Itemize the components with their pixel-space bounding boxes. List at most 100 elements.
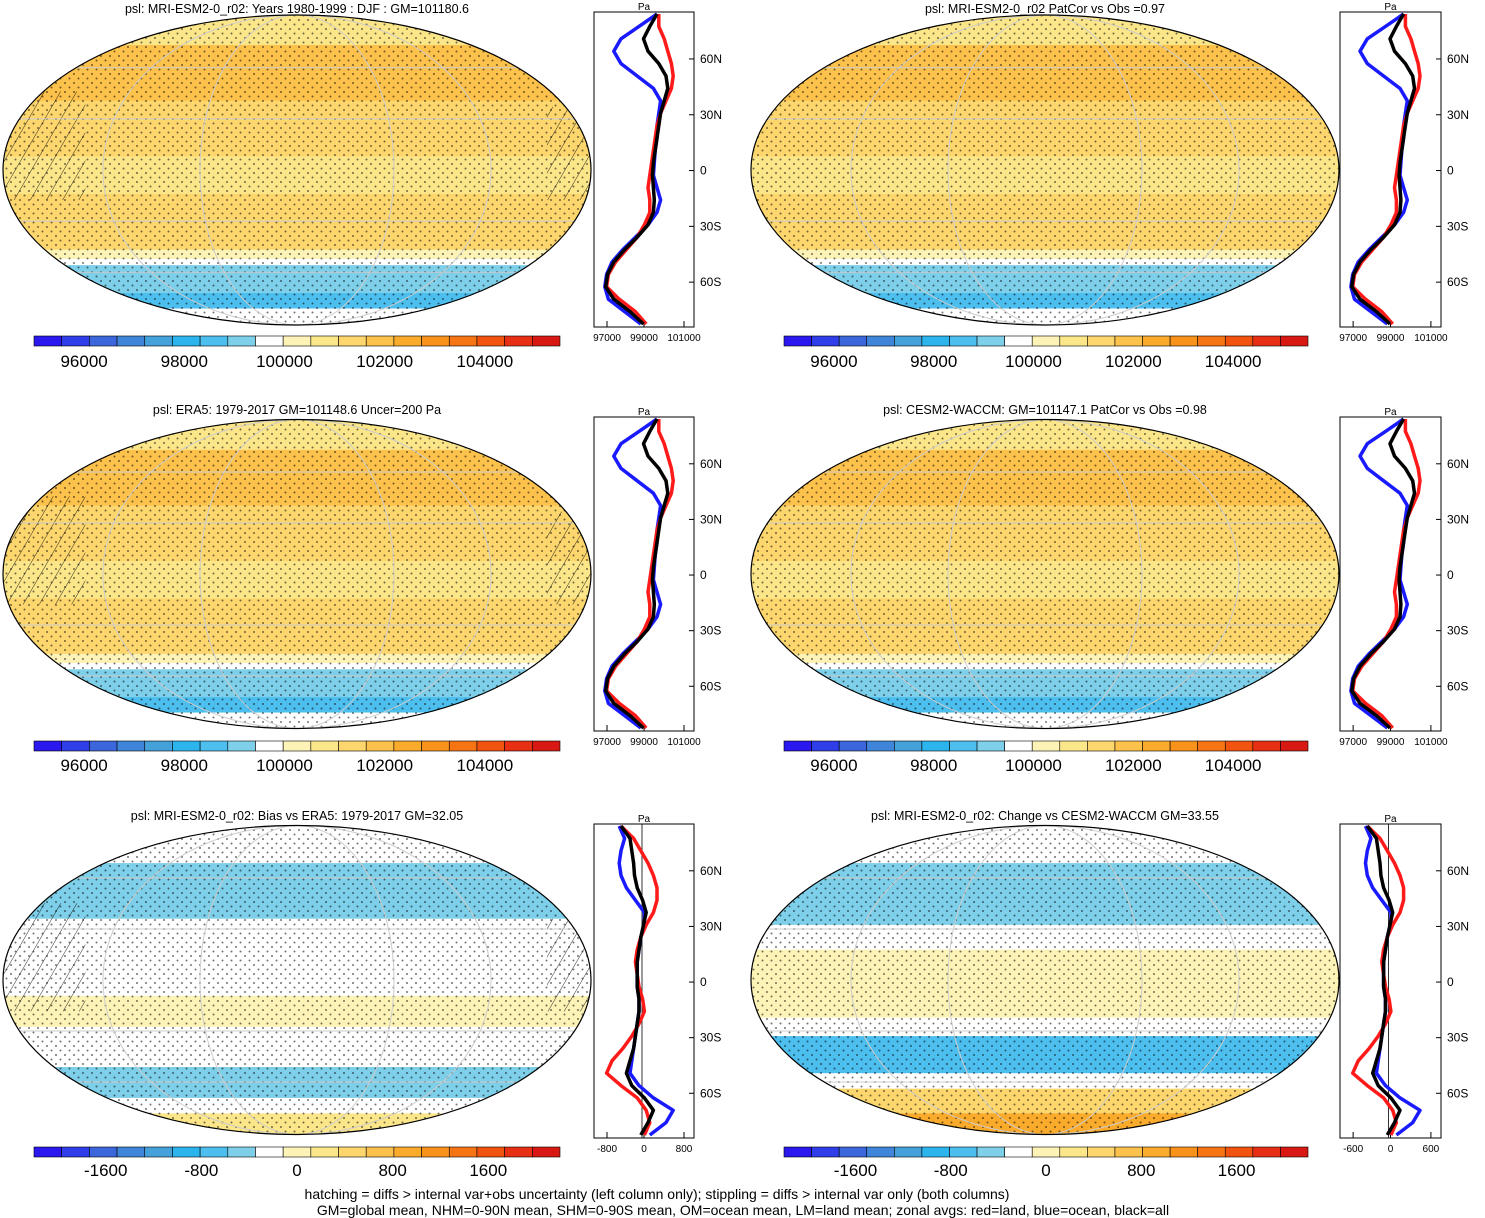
colorbar-swatch — [894, 1146, 923, 1158]
map-hatching — [546, 511, 591, 605]
colorbar-swatch — [894, 740, 923, 752]
lat-tick-label: 60N — [700, 52, 722, 66]
colorbar-swatch — [310, 1146, 339, 1158]
colorbar-tick-label: 102000 — [356, 352, 413, 371]
panel-title: psl: MRI-ESM2-0_r02: Change vs CESM2-WAC… — [871, 809, 1219, 823]
colorbar-swatch — [1087, 335, 1116, 347]
zonal-profile: Pa 60N 30N 0 30S 60S 97000 99000 101000 — [593, 407, 722, 748]
map-hatching — [546, 918, 591, 1012]
colorbar-swatch — [310, 335, 339, 347]
colorbar-swatch — [976, 740, 1005, 752]
colorbar-swatch — [199, 1146, 229, 1158]
lat-tick-label: 60S — [1447, 275, 1468, 289]
zonal-line-undefined — [619, 824, 656, 1136]
colorbar-tick-label: -1600 — [834, 1161, 877, 1180]
panel-obs-era5: psl: ERA5: 1979-2017 GM=101148.6 Uncer=2… — [2, 403, 722, 775]
colorbar-swatch — [1031, 335, 1061, 347]
lat-tick-label: 0 — [1447, 975, 1454, 989]
colorbar-swatch — [476, 740, 505, 752]
panel-change: psl: MRI-ESM2-0_r02: Change vs CESM2-WAC… — [750, 809, 1469, 1180]
colorbar-swatch — [1059, 740, 1088, 752]
colorbar-swatch — [282, 740, 312, 752]
lat-tick-label: 30N — [700, 108, 722, 122]
colorbar-swatch — [116, 740, 146, 752]
colorbar: 96000 98000 100000 102000 104000 — [33, 740, 561, 775]
colorbar-swatch — [476, 335, 505, 347]
map-meridian — [199, 825, 395, 1135]
colorbar-swatch — [1252, 740, 1281, 752]
zonal-profile: Pa 60N 30N 0 30S 60S 97000 99000 101000 — [1339, 407, 1469, 748]
map-meridian — [199, 15, 395, 325]
map-meridian — [102, 825, 492, 1135]
lat-tick-label: 60N — [1447, 864, 1469, 878]
colorbar-swatch — [1031, 740, 1061, 752]
colorbar-swatch — [144, 740, 173, 752]
colorbar-swatch — [504, 1146, 533, 1158]
zonal-line-undefined — [1350, 824, 1406, 1136]
zonal-x-label: 101000 — [667, 737, 701, 748]
colorbar-swatch — [1114, 1146, 1143, 1158]
colorbar-swatch — [1087, 1146, 1116, 1158]
map-meridian — [199, 419, 395, 729]
lat-tick-label: 60N — [700, 457, 722, 471]
colorbar-swatch — [1142, 740, 1171, 752]
colorbar-swatch — [783, 740, 812, 752]
colorbar-swatch — [866, 740, 895, 752]
map-stippling — [3, 825, 591, 1135]
map-hatching — [3, 91, 86, 200]
lat-tick-label: 0 — [700, 975, 707, 989]
lat-tick-label: 30S — [1447, 1031, 1468, 1045]
lat-tick-label: 30S — [1447, 219, 1468, 233]
colorbar-tick-label: 104000 — [456, 756, 513, 775]
colorbar-swatch — [949, 1146, 978, 1158]
colorbar-swatch — [783, 335, 812, 347]
colorbar-tick-label: 1600 — [1218, 1161, 1256, 1180]
colorbar: 96000 98000 100000 102000 104000 — [783, 335, 1309, 371]
panel-title: psl: MRI-ESM2-0_r02: Bias vs ERA5: 1979-… — [131, 809, 463, 823]
colorbar-swatch — [393, 335, 422, 347]
zonal-x-label: 600 — [1423, 1144, 1440, 1155]
zonal-line-undefined — [604, 824, 659, 1136]
colorbar-tick-label: 1600 — [469, 1161, 507, 1180]
colorbar-swatch — [393, 740, 422, 752]
panel-model-patcor: psl: MRI-ESM2-0_r02 PatCor vs Obs =0.97 P… — [750, 2, 1469, 371]
colorbar-swatch — [1252, 335, 1281, 347]
colorbar-swatch — [1224, 1146, 1254, 1158]
colorbar-tick-label: 104000 — [456, 352, 513, 371]
lat-tick-label: 0 — [1447, 568, 1454, 582]
colorbar-tick-label: 98000 — [161, 352, 208, 371]
lat-tick-label: 60N — [1447, 52, 1469, 66]
zonal-x-label: 101000 — [1414, 737, 1448, 748]
colorbar-tick-label: 800 — [1127, 1161, 1155, 1180]
lat-tick-label: 30N — [1447, 919, 1469, 933]
lat-tick-label: 60S — [1447, 679, 1468, 693]
colorbar-swatch — [838, 335, 868, 347]
colorbar-swatch — [255, 1146, 284, 1158]
colorbar-swatch — [921, 1146, 950, 1158]
colorbar-tick-label: 100000 — [256, 352, 313, 371]
lat-tick-label: 30S — [700, 624, 721, 638]
zonal-unit-label: Pa — [1384, 2, 1397, 13]
colorbar-tick-label: 0 — [292, 1161, 301, 1180]
colorbar-tick-label: 104000 — [1205, 756, 1262, 775]
colorbar-swatch — [532, 1146, 561, 1158]
lat-tick-label: 30N — [700, 512, 722, 526]
colorbar-tick-label: 800 — [378, 1161, 406, 1180]
zonal-x-label: 0 — [641, 1144, 647, 1155]
colorbar-tick-label: 96000 — [810, 352, 857, 371]
colorbar-swatch — [894, 335, 923, 347]
zonal-line-undefined — [604, 14, 675, 326]
colorbar-swatch — [61, 1146, 90, 1158]
zonal-x-label: 800 — [676, 1144, 693, 1155]
map-border — [2, 824, 592, 1136]
zonal-unit-label: Pa — [1384, 407, 1397, 418]
colorbar: -1600 -800 0 800 1600 — [783, 1146, 1309, 1180]
colorbar-swatch — [89, 740, 118, 752]
colorbar: 96000 98000 100000 102000 104000 — [783, 740, 1309, 775]
colorbar-tick-label: 98000 — [161, 756, 208, 775]
colorbar-swatch — [783, 1146, 812, 1158]
panel-bias: psl: MRI-ESM2-0_r02: Bias vs ERA5: 1979-… — [2, 809, 722, 1180]
map-meridian — [947, 825, 1143, 1135]
colorbar-swatch — [976, 335, 1005, 347]
colorbar-swatch — [504, 740, 533, 752]
